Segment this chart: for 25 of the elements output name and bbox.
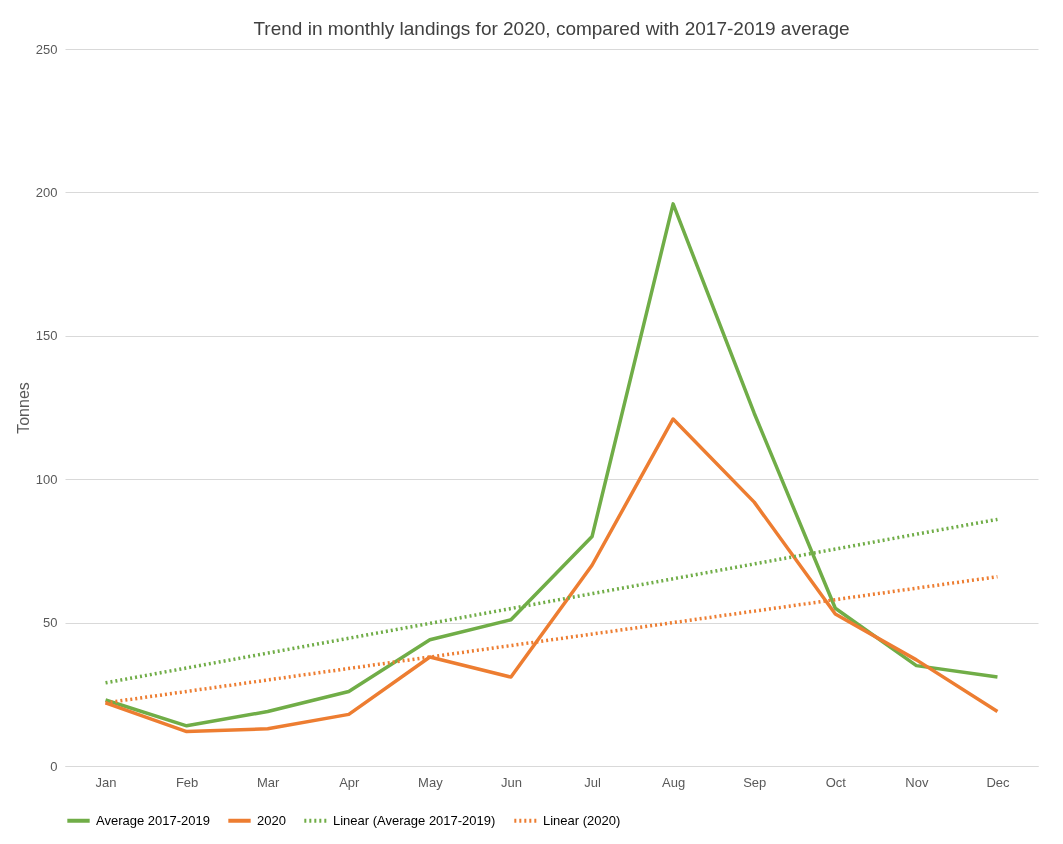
x-tick-label: Aug <box>662 774 686 790</box>
y-axis-title: Tonnes <box>14 382 32 434</box>
chart-title: Trend in monthly landings for 2020, compared with 2017-2019 average <box>253 18 850 39</box>
x-tick-label: Sep <box>743 774 767 790</box>
y-tick-label: 200 <box>35 184 58 200</box>
x-tick-label: Feb <box>175 774 199 790</box>
legend-label: Linear (Average 2017-2019) <box>333 812 496 828</box>
legend-label: Linear (2020) <box>543 812 621 828</box>
x-tick-label: Jun <box>500 774 522 790</box>
x-tick-label: Jan <box>95 774 117 790</box>
y-tick-label: 250 <box>35 41 58 57</box>
x-tick-label: May <box>418 774 444 790</box>
x-tick-label: Oct <box>825 774 847 790</box>
y-tick-label: 150 <box>35 328 58 344</box>
line-series <box>103 202 1000 728</box>
legend-label: Average 2017-2019 <box>96 812 210 828</box>
y-tick-label: 100 <box>35 471 58 487</box>
y-tick-label: 50 <box>43 615 58 631</box>
x-tick-label: Jul <box>584 774 601 790</box>
x-tick-label: Nov <box>905 774 929 790</box>
y-tick-label: 0 <box>50 758 58 774</box>
x-tick-label: Apr <box>339 774 361 790</box>
legend-label: 2020 <box>257 812 286 828</box>
x-tick-label: Mar <box>257 774 281 790</box>
x-tick-label: Dec <box>986 774 1011 790</box>
